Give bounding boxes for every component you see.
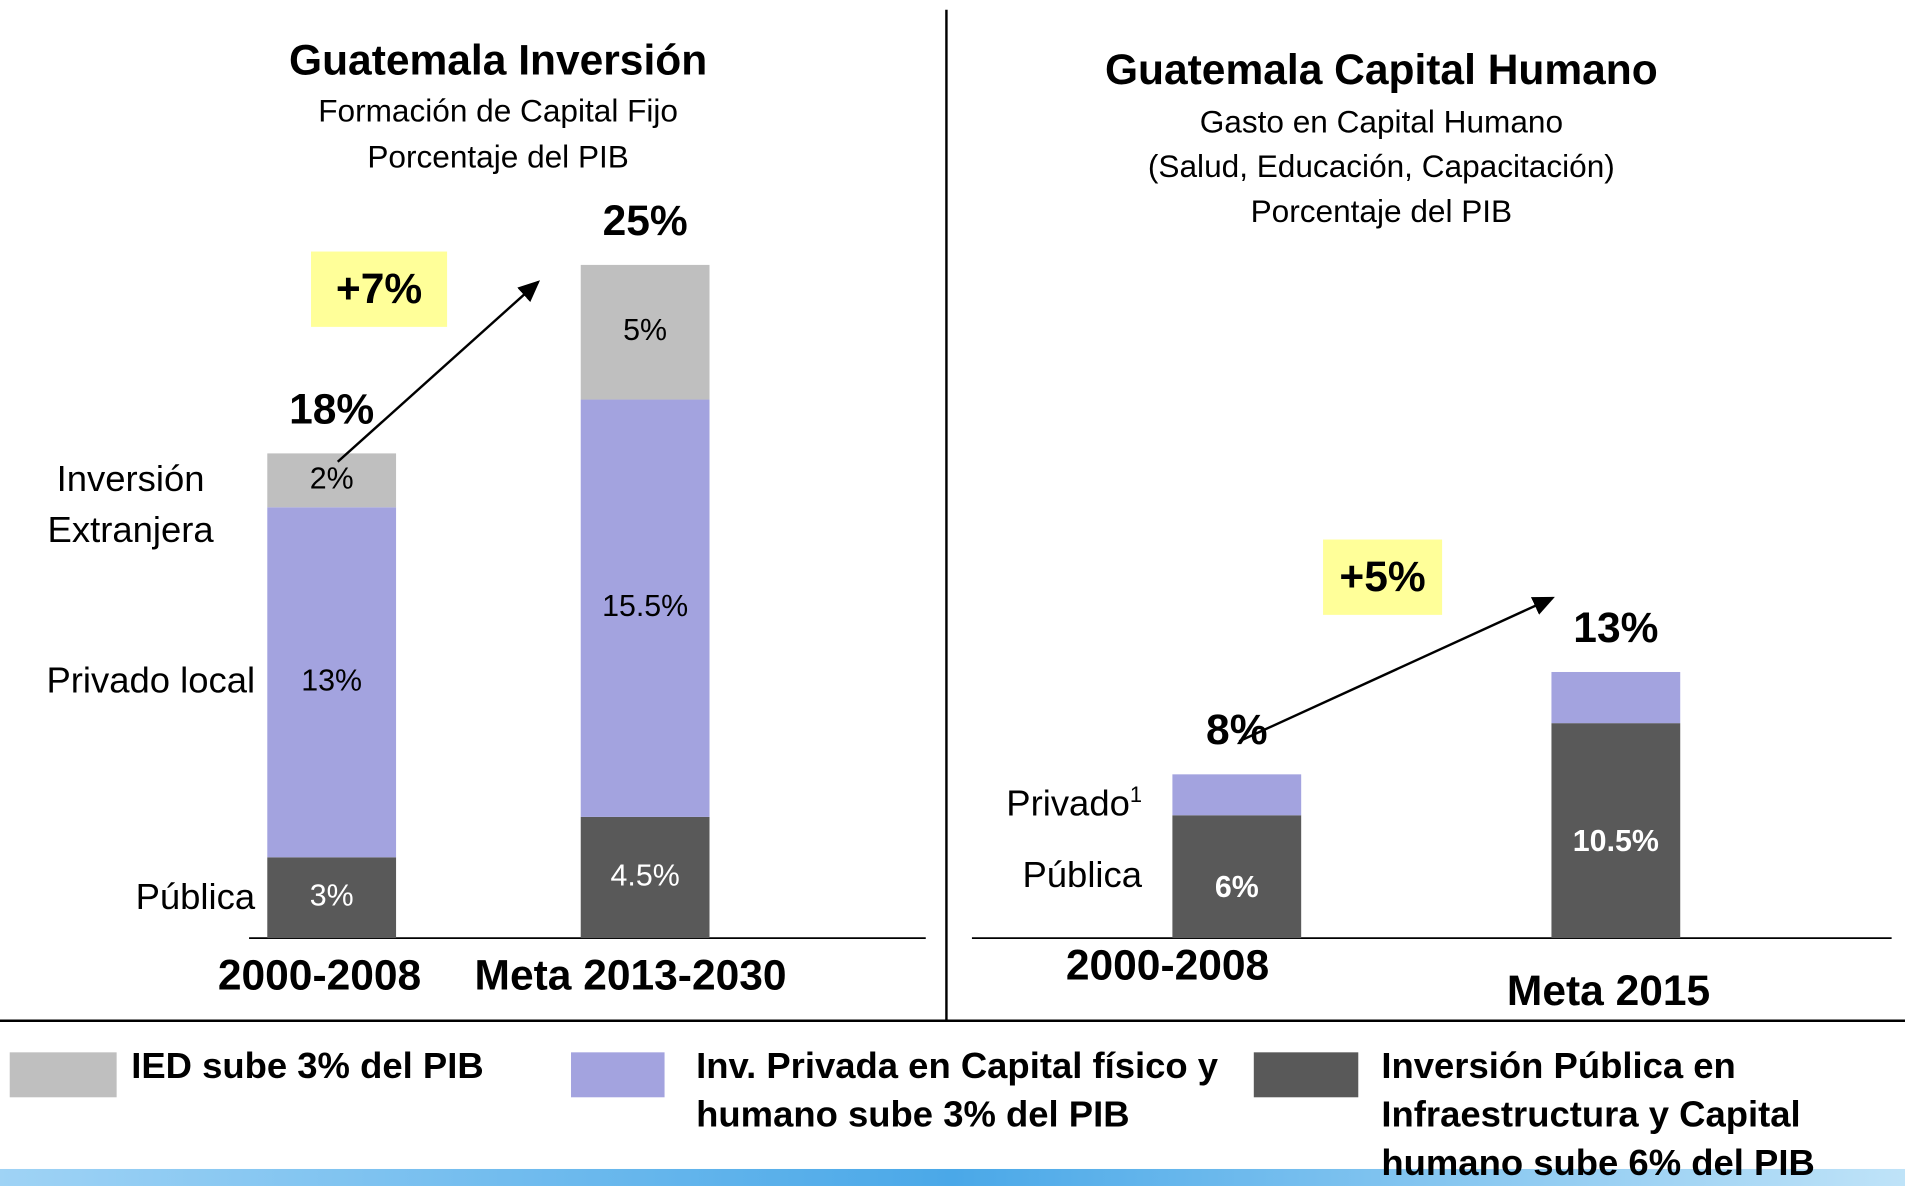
data-label: 2% bbox=[310, 462, 354, 495]
legend-swatch bbox=[1253, 1052, 1359, 1098]
data-label: 13% bbox=[301, 664, 362, 697]
series-name: Pública bbox=[136, 872, 256, 923]
series-name: Privado1 bbox=[1006, 769, 1142, 830]
footer-band bbox=[0, 1168, 1905, 1186]
x-tick-label: 2000-2008 bbox=[1066, 943, 1269, 990]
footnote-marker: 1 bbox=[1129, 782, 1143, 807]
total-label: 8% bbox=[1206, 707, 1267, 754]
data-label: 4.5% bbox=[611, 860, 680, 893]
bar-segment bbox=[1172, 774, 1302, 816]
chart-subtitle: Porcentaje del PIB bbox=[1251, 193, 1513, 229]
bar-segment bbox=[1172, 815, 1302, 939]
series-name: Pública bbox=[1022, 851, 1142, 902]
legend-label: Inversión Pública en Infraestructura y C… bbox=[1381, 1046, 1815, 1184]
arrow bbox=[336, 280, 541, 463]
bar-segment bbox=[580, 399, 710, 817]
data-label: 15.5% bbox=[602, 590, 688, 623]
series-name-text: Inversión Extranjera bbox=[47, 459, 214, 551]
chart-subtitle: Porcentaje del PIB bbox=[367, 139, 629, 175]
total-label: 25% bbox=[603, 198, 688, 245]
chart-subtitle: (Salud, Educación, Capacitación) bbox=[1148, 148, 1615, 184]
data-label: 5% bbox=[623, 314, 667, 347]
chart-title: Guatemala Inversión bbox=[289, 37, 707, 84]
annotation: +7% bbox=[336, 266, 422, 313]
bar-segment bbox=[580, 816, 710, 939]
bar-segment bbox=[267, 507, 397, 858]
chart-subtitle: Formación de Capital Fijo bbox=[318, 92, 678, 128]
arrow bbox=[1238, 596, 1555, 743]
chart-title: Guatemala Capital Humano bbox=[1105, 47, 1658, 94]
series-name-text: Pública bbox=[135, 877, 256, 918]
data-label: 6% bbox=[1215, 871, 1259, 904]
x-tick-label: 2000-2008 bbox=[218, 952, 421, 999]
data-label: 3% bbox=[310, 880, 354, 913]
series-name-text: Privado local bbox=[46, 661, 256, 702]
legend-swatch bbox=[9, 1052, 117, 1098]
series-name: Privado local bbox=[46, 657, 255, 708]
legend-swatch bbox=[571, 1052, 665, 1098]
bar-segment bbox=[267, 857, 397, 939]
series-name-text: Pública bbox=[1022, 856, 1143, 897]
total-label: 13% bbox=[1573, 605, 1658, 652]
data-label: 10.5% bbox=[1573, 825, 1659, 858]
x-tick-label: Meta 2013-2030 bbox=[475, 952, 787, 999]
chart-subtitle: Gasto en Capital Humano bbox=[1200, 103, 1563, 139]
annotation-box bbox=[1323, 539, 1443, 615]
bar-segment bbox=[580, 264, 710, 400]
legend-label: IED sube 3% del PIB bbox=[131, 1046, 484, 1087]
bar-segment bbox=[1551, 671, 1681, 724]
annotation: +5% bbox=[1339, 554, 1425, 601]
x-tick-label: Meta 2015 bbox=[1507, 968, 1710, 1015]
bar-segment bbox=[1551, 723, 1681, 939]
series-name: Inversión Extranjera bbox=[6, 455, 255, 557]
annotation-box bbox=[311, 251, 448, 327]
legend-label: Inv. Privada en Capital físico y humano … bbox=[696, 1046, 1219, 1135]
series-name-text: Privado bbox=[1006, 783, 1130, 824]
bar-segment bbox=[267, 453, 397, 508]
total-label: 18% bbox=[289, 386, 374, 433]
